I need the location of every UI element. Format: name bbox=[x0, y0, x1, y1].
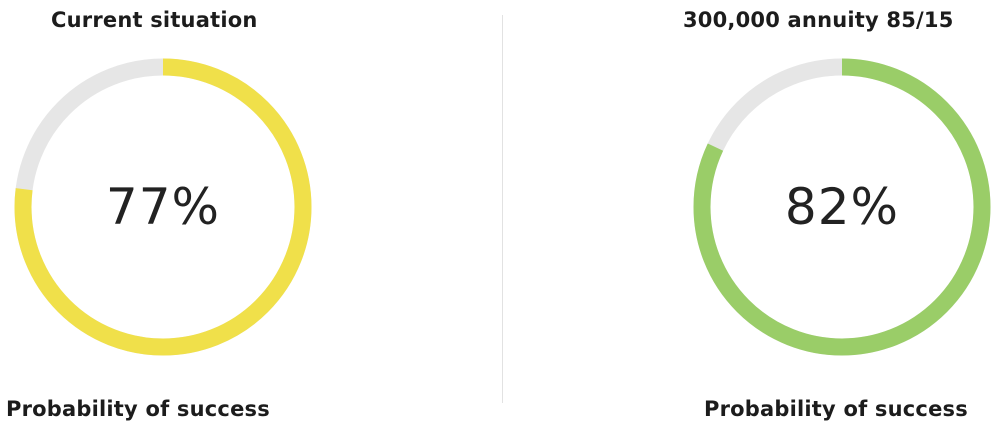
gauge-ring bbox=[14, 58, 312, 356]
scenario-panel-current: Current situation 77% Probability of suc… bbox=[0, 0, 340, 428]
probability-value: 77% bbox=[105, 178, 221, 236]
scenario-title: 300,000 annuity 85/15 bbox=[683, 8, 954, 32]
gauge-fill bbox=[14, 58, 312, 356]
success-gauge: 82% bbox=[690, 55, 991, 359]
gauge-fill bbox=[693, 58, 991, 356]
scenario-panel-annuity: 300,000 annuity 85/15 82% Probability of… bbox=[660, 0, 991, 428]
probability-label: Probability of success bbox=[704, 397, 968, 421]
probability-label: Probability of success bbox=[6, 397, 270, 421]
success-gauge: 77% bbox=[11, 55, 315, 359]
gauge-ring bbox=[693, 58, 991, 356]
panel-divider bbox=[502, 15, 503, 403]
scenario-title: Current situation bbox=[51, 8, 258, 32]
probability-value: 82% bbox=[784, 178, 900, 236]
